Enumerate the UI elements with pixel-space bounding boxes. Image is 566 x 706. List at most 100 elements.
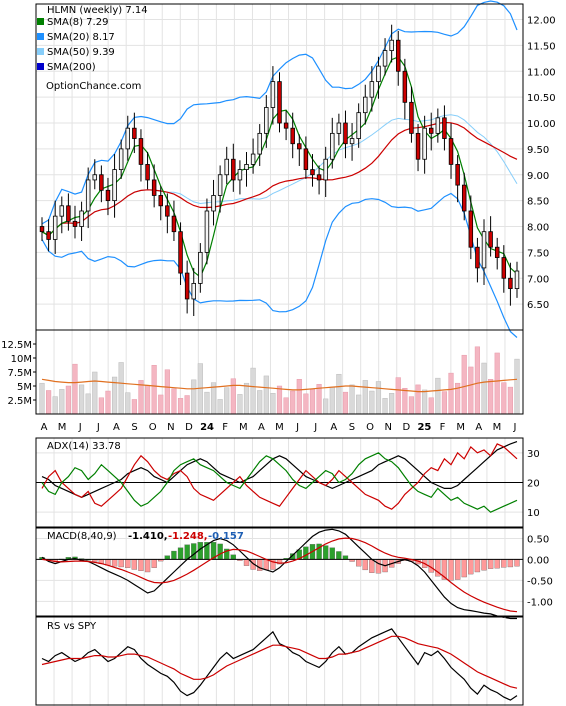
macd-histogram-bar bbox=[184, 544, 190, 560]
x-tick-label: J bbox=[96, 422, 100, 433]
x-tick-label: F bbox=[440, 422, 446, 433]
macd-histogram-bar bbox=[230, 554, 236, 560]
candle-body bbox=[99, 174, 104, 191]
volume-bar bbox=[125, 392, 131, 415]
y-tick-label: 11.00 bbox=[527, 67, 556, 78]
volume-bar bbox=[342, 391, 349, 415]
candle-body bbox=[461, 184, 467, 212]
candle-body bbox=[250, 153, 256, 165]
macd-histogram-bar bbox=[243, 559, 250, 566]
macd-histogram-bar bbox=[217, 543, 223, 560]
volume-bar bbox=[46, 390, 52, 415]
x-tick-label: A bbox=[330, 422, 337, 433]
candle-body bbox=[488, 231, 493, 248]
candle-body bbox=[178, 231, 183, 274]
volume-bar bbox=[85, 393, 91, 415]
candle-body bbox=[277, 81, 282, 124]
macd-series-line bbox=[41, 528, 517, 620]
candle-body bbox=[112, 169, 117, 202]
volume-bar bbox=[435, 377, 441, 415]
adx-label: ADX(14) 33.78 bbox=[47, 441, 121, 452]
macd-histogram-bar bbox=[454, 559, 461, 580]
macd-histogram-bar bbox=[131, 559, 138, 570]
candle-body bbox=[46, 231, 51, 240]
y-tick-label: 10.50 bbox=[527, 93, 556, 104]
legend-entry: SMA(50) 9.39 bbox=[47, 47, 115, 58]
volume-bar bbox=[422, 389, 428, 415]
macd-histogram-bar bbox=[263, 559, 269, 571]
macd-histogram-bar bbox=[362, 559, 368, 571]
volume-bar bbox=[39, 382, 45, 415]
x-tick-label: M bbox=[239, 422, 248, 433]
macd-histogram-bar bbox=[507, 559, 514, 568]
candle-body bbox=[323, 158, 328, 181]
macd-histogram-bar bbox=[356, 559, 362, 567]
candle-body bbox=[382, 50, 388, 67]
volume-bar bbox=[151, 365, 157, 415]
volume-bar bbox=[501, 382, 507, 415]
x-tick-label: A bbox=[475, 422, 482, 433]
x-tick-label: D bbox=[185, 422, 193, 433]
candle-body bbox=[118, 148, 124, 170]
macd-histogram-bar bbox=[369, 559, 375, 573]
candle-body bbox=[158, 195, 163, 207]
candle-body bbox=[376, 65, 381, 83]
y-tick-label: 11.50 bbox=[527, 41, 556, 52]
adx-series-line bbox=[41, 452, 518, 513]
x-tick-label: S bbox=[131, 422, 137, 433]
macd-panel: 0.50 0.00 -0.50 -1.00 bbox=[35, 527, 553, 620]
macd-frame bbox=[35, 527, 524, 617]
x-tick-label: 25 bbox=[417, 422, 431, 433]
candle-body bbox=[257, 132, 262, 155]
adx-series-line bbox=[41, 441, 518, 498]
x-tick-label: 24 bbox=[200, 422, 214, 433]
x-tick-label: F bbox=[222, 422, 228, 433]
candle-body bbox=[310, 169, 315, 176]
macd-histogram-bar bbox=[151, 559, 157, 568]
candle-body bbox=[270, 81, 276, 108]
candle-body bbox=[297, 143, 302, 150]
volume-bar bbox=[131, 399, 137, 415]
volume-bar bbox=[402, 387, 408, 415]
y-tick-label: 7.00 bbox=[527, 274, 549, 285]
y-tick-label: 20 bbox=[527, 479, 540, 490]
volume-bar bbox=[474, 346, 481, 415]
candle-body bbox=[455, 164, 460, 186]
y-tick-label: 7.5M bbox=[7, 368, 32, 379]
volume-bar bbox=[191, 379, 197, 415]
candle-body bbox=[349, 138, 355, 145]
candle-body bbox=[442, 117, 447, 139]
candle-body bbox=[204, 210, 210, 253]
volume-bar bbox=[309, 389, 316, 415]
macd-histogram-bar bbox=[461, 559, 467, 578]
x-tick-label: J bbox=[295, 422, 299, 433]
macd-histogram-bar bbox=[468, 559, 474, 575]
volume-bar bbox=[144, 385, 151, 415]
volume-bar bbox=[448, 372, 454, 415]
candle-body bbox=[508, 277, 513, 290]
candle-body bbox=[343, 122, 348, 145]
candle-body bbox=[92, 174, 98, 181]
macd-value-1: -1.410, bbox=[128, 531, 168, 542]
candle-body bbox=[151, 179, 157, 196]
volume-bar bbox=[270, 393, 276, 415]
legend-entry: SMA(20) 8.17 bbox=[47, 32, 115, 43]
macd-histogram-bar bbox=[487, 559, 494, 569]
volume-bar bbox=[237, 394, 243, 415]
volume-bar bbox=[356, 394, 362, 415]
candle-body bbox=[468, 210, 474, 248]
candle-body bbox=[132, 127, 137, 139]
y-tick-label: 2.5M bbox=[7, 396, 32, 407]
candle-body bbox=[316, 174, 322, 181]
candle-body bbox=[85, 179, 91, 212]
x-tick-label: M bbox=[58, 422, 67, 433]
legend-swatch bbox=[37, 48, 44, 55]
candle-body bbox=[475, 246, 480, 269]
volume-bar bbox=[369, 390, 375, 415]
legend-swatch bbox=[37, 63, 44, 70]
volume-bar bbox=[375, 381, 382, 415]
y-tick-label: -1.00 bbox=[527, 597, 553, 608]
y-tick-label: 9.50 bbox=[527, 145, 549, 156]
volume-bar bbox=[290, 390, 296, 415]
